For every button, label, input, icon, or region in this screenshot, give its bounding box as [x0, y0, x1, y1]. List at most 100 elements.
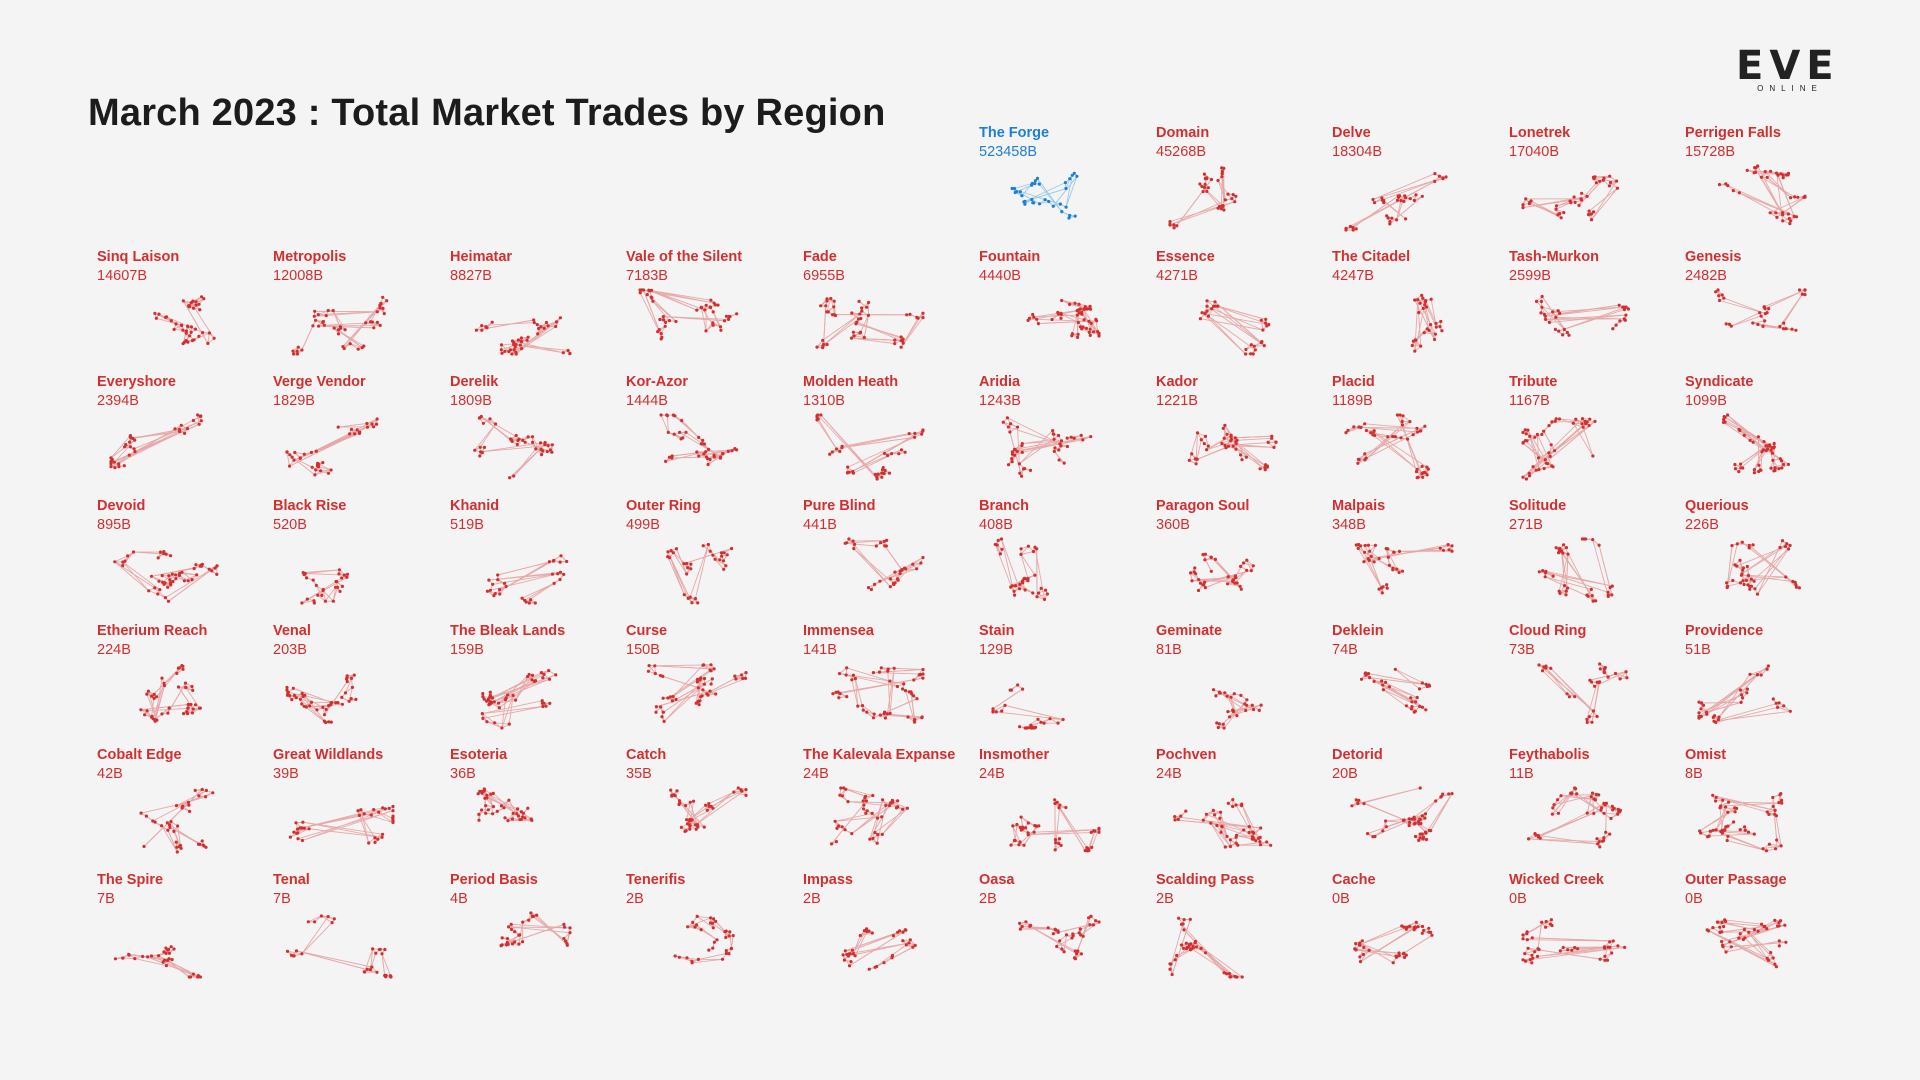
star-system-dot: [153, 586, 157, 590]
star-system-dot: [1351, 225, 1355, 230]
star-system-dot: [519, 336, 523, 340]
star-system-dot: [661, 710, 665, 714]
star-gate-link: [299, 452, 312, 459]
star-system-dot: [1783, 544, 1787, 549]
star-system-dot: [1772, 441, 1776, 446]
star-gate-link: [479, 423, 496, 448]
star-system-dot: [722, 567, 726, 571]
star-system-dot: [883, 716, 887, 720]
star-system-dot: [1386, 435, 1390, 439]
star-system-dot: [337, 572, 341, 576]
star-gate-link: [1020, 554, 1029, 579]
star-system-dot: [1220, 169, 1224, 174]
star-gate-link: [670, 669, 711, 698]
star-gate-link: [1527, 429, 1539, 459]
star-system-dot: [1416, 298, 1420, 302]
star-system-dot: [520, 596, 524, 600]
star-system-dot: [701, 663, 705, 667]
star-system-dot: [1429, 323, 1433, 327]
region-card: Malpais 348B: [1332, 497, 1508, 617]
star-system-dot: [1534, 299, 1539, 303]
star-system-dot: [684, 430, 688, 434]
star-gate-link: [1019, 584, 1034, 594]
star-system-dot: [321, 320, 325, 324]
star-system-dot: [695, 308, 699, 312]
region-name: Immensea: [803, 623, 874, 639]
star-system-dot: [480, 451, 484, 455]
star-system-dot: [1245, 568, 1249, 572]
star-system-dot: [1088, 333, 1092, 337]
star-system-dot: [1769, 448, 1773, 452]
star-system-dot: [303, 693, 307, 697]
star-system-dot: [186, 324, 190, 328]
star-system-dot: [1606, 590, 1610, 594]
star-system-dot: [821, 346, 825, 350]
star-system-dot: [1064, 205, 1068, 209]
star-system-dot: [703, 308, 707, 312]
star-system-dot: [1404, 217, 1408, 221]
star-system-dot: [109, 456, 113, 460]
star-system-dot: [349, 676, 354, 680]
star-system-dot: [174, 577, 178, 581]
star-system-dot: [309, 700, 314, 704]
star-system-dot: [913, 720, 917, 724]
region-card: Everyshore 2394B: [97, 373, 273, 493]
star-gate-link: [1017, 427, 1021, 474]
star-system-dot: [496, 578, 500, 582]
star-system-dot: [1356, 546, 1360, 550]
star-system-dot: [544, 704, 548, 708]
star-system-dot: [1539, 311, 1543, 315]
star-system-dot: [1234, 441, 1238, 446]
star-system-dot: [1356, 461, 1360, 465]
star-system-dot: [1012, 589, 1016, 593]
star-system-dot: [852, 334, 856, 338]
star-system-dot: [721, 559, 726, 563]
star-system-dot: [313, 309, 317, 313]
region-star-map: [638, 288, 739, 341]
star-system-dot: [1521, 475, 1525, 479]
star-system-dot: [666, 430, 670, 434]
star-system-dot: [285, 688, 289, 692]
star-system-dot: [654, 705, 658, 709]
star-system-dot: [1252, 344, 1256, 348]
star-system-dot: [1554, 417, 1558, 421]
star-system-dot: [1781, 176, 1785, 180]
star-system-dot: [832, 299, 836, 303]
star-system-dot: [727, 314, 731, 319]
star-system-dot: [913, 435, 917, 439]
star-system-dot: [1727, 322, 1731, 326]
star-system-dot: [526, 675, 530, 679]
star-system-dot: [888, 679, 892, 683]
star-gate-link: [689, 544, 709, 598]
region-card: The Citadel 4247B: [1332, 248, 1508, 368]
star-system-dot: [1030, 183, 1034, 187]
star-system-dot: [856, 704, 860, 708]
star-system-dot: [1567, 333, 1571, 337]
star-system-dot: [530, 678, 534, 682]
star-system-dot: [1773, 466, 1777, 470]
star-system-dot: [921, 672, 925, 676]
star-system-dot: [918, 672, 923, 677]
star-system-dot: [1239, 564, 1243, 568]
region-card: Vale of the Silent 7183B: [626, 248, 802, 368]
star-system-dot: [1780, 466, 1784, 470]
star-system-dot: [1542, 466, 1546, 471]
star-system-dot: [695, 680, 699, 684]
star-system-dot: [1591, 538, 1595, 542]
star-gate-link: [110, 435, 131, 459]
star-system-dot: [886, 453, 890, 458]
star-system-dot: [1396, 194, 1400, 198]
star-system-dot: [1541, 569, 1545, 573]
star-system-dot: [851, 673, 855, 677]
star-system-dot: [1045, 592, 1049, 596]
star-system-dot: [1373, 433, 1377, 437]
star-system-dot: [1235, 581, 1239, 585]
star-system-dot: [1076, 320, 1080, 325]
star-system-dot: [834, 690, 838, 694]
star-system-dot: [1226, 582, 1230, 586]
star-system-dot: [1413, 349, 1417, 353]
star-system-dot: [1067, 216, 1071, 220]
region-trade-value: 203B: [273, 642, 307, 658]
star-system-dot: [647, 664, 651, 668]
star-system-dot: [867, 300, 871, 305]
